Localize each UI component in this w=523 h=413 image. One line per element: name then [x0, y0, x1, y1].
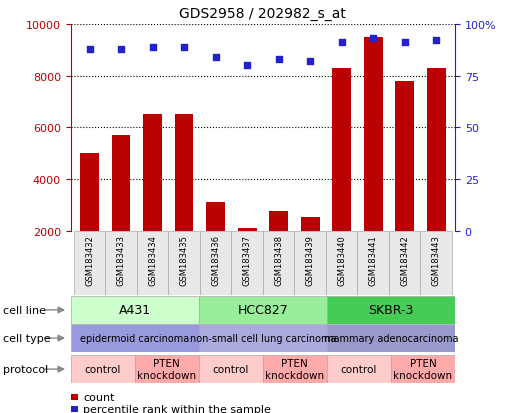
Point: [117, 46, 125, 53]
Text: cell type: cell type: [3, 333, 50, 343]
Bar: [199, 324, 327, 352]
Bar: [326, 231, 357, 295]
Point: [149, 44, 157, 51]
Text: GSM183438: GSM183438: [274, 235, 283, 285]
Bar: [200, 231, 231, 295]
Bar: [269, 212, 288, 283]
Text: GSM183440: GSM183440: [337, 235, 346, 285]
Title: GDS2958 / 202982_s_at: GDS2958 / 202982_s_at: [179, 7, 346, 21]
Text: SKBR-3: SKBR-3: [368, 304, 414, 317]
Bar: [71, 355, 135, 383]
Point: [180, 44, 188, 51]
Text: protocol: protocol: [3, 364, 48, 374]
Bar: [391, 355, 455, 383]
Text: GSM183437: GSM183437: [243, 235, 252, 285]
Point: [369, 36, 377, 43]
Text: PTEN
knockdown: PTEN knockdown: [265, 358, 324, 380]
Bar: [420, 231, 452, 295]
Bar: [168, 231, 200, 295]
Text: cell line: cell line: [3, 305, 46, 315]
Bar: [327, 296, 455, 324]
Point: [211, 55, 220, 61]
Text: GSM183436: GSM183436: [211, 235, 220, 285]
Point: [275, 57, 283, 63]
Text: GSM183443: GSM183443: [431, 235, 440, 285]
Point: [306, 59, 314, 65]
Bar: [175, 115, 194, 283]
Text: GSM183439: GSM183439: [305, 235, 314, 285]
Bar: [199, 296, 327, 324]
Bar: [74, 231, 105, 295]
Bar: [263, 355, 327, 383]
Text: GSM183441: GSM183441: [369, 235, 378, 285]
Bar: [389, 231, 420, 295]
Bar: [111, 136, 130, 283]
Text: PTEN
knockdown: PTEN knockdown: [393, 358, 452, 380]
Bar: [237, 229, 256, 283]
Text: mammary adenocarcinoma: mammary adenocarcinoma: [324, 333, 458, 343]
Point: [243, 63, 251, 69]
Text: GSM183432: GSM183432: [85, 235, 94, 285]
Bar: [199, 355, 263, 383]
Bar: [301, 217, 320, 283]
Text: non-small cell lung carcinoma: non-small cell lung carcinoma: [189, 333, 336, 343]
Text: percentile rank within the sample: percentile rank within the sample: [83, 404, 271, 413]
Text: A431: A431: [119, 304, 151, 317]
Text: control: control: [84, 364, 121, 374]
Text: count: count: [83, 392, 115, 402]
Text: GSM183442: GSM183442: [400, 235, 409, 285]
Bar: [327, 324, 455, 352]
Bar: [231, 231, 263, 295]
Text: GSM183435: GSM183435: [179, 235, 188, 285]
Bar: [363, 38, 382, 283]
Bar: [71, 324, 199, 352]
Bar: [135, 355, 199, 383]
Point: [337, 40, 346, 47]
Bar: [294, 231, 326, 295]
Bar: [137, 231, 168, 295]
Bar: [263, 231, 294, 295]
Bar: [71, 296, 199, 324]
Text: GSM183433: GSM183433: [117, 235, 126, 285]
Text: control: control: [340, 364, 377, 374]
Text: PTEN
knockdown: PTEN knockdown: [137, 358, 196, 380]
Bar: [395, 82, 414, 283]
Bar: [105, 231, 137, 295]
Point: [401, 40, 409, 47]
Text: control: control: [212, 364, 249, 374]
Bar: [206, 203, 225, 283]
Bar: [327, 355, 391, 383]
Bar: [427, 69, 446, 283]
Point: [85, 46, 94, 53]
Bar: [80, 154, 99, 283]
Bar: [143, 115, 162, 283]
Bar: [357, 231, 389, 295]
Text: epidermoid carcinoma: epidermoid carcinoma: [80, 333, 189, 343]
Text: HCC827: HCC827: [237, 304, 288, 317]
Bar: [332, 69, 351, 283]
Text: GSM183434: GSM183434: [148, 235, 157, 285]
Point: [432, 38, 440, 45]
